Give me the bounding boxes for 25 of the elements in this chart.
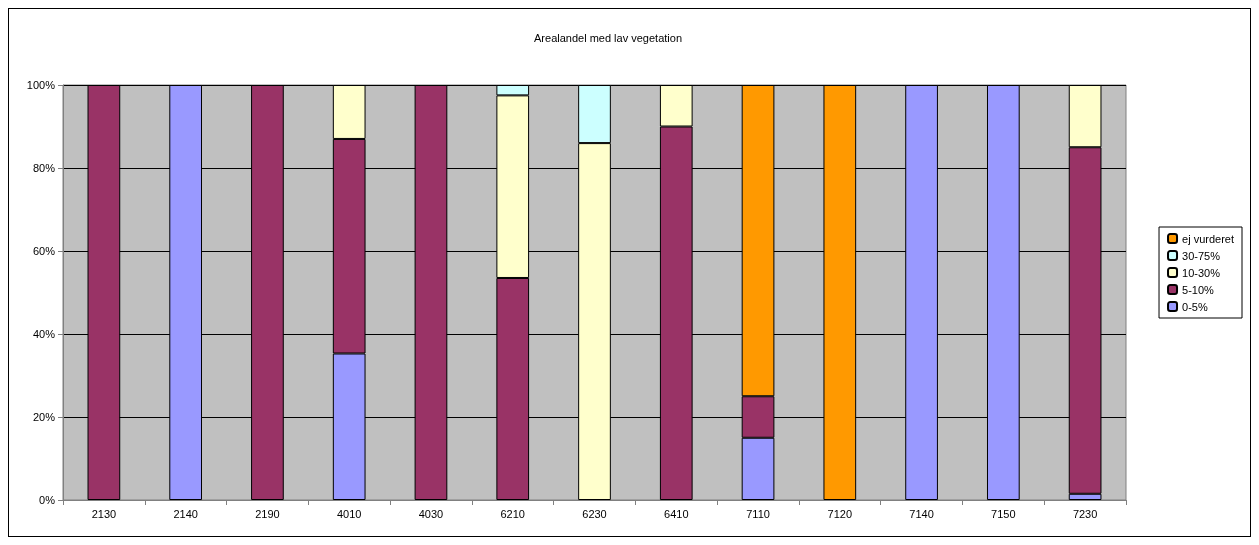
y-tick-label: 20% <box>32 411 56 423</box>
legend-label: 30-75% <box>1182 249 1221 262</box>
x-tick-label: 7150 <box>991 507 1016 520</box>
x-tick-label: 4030 <box>418 507 444 520</box>
x-tick-label: 2190 <box>255 507 280 520</box>
y-tick-label: 40% <box>32 328 56 340</box>
legend-label: 10-30% <box>1182 266 1221 279</box>
y-tick-label: 0% <box>39 494 56 506</box>
x-tick-label: 6410 <box>664 507 689 520</box>
x-tick-label: 7110 <box>746 507 770 520</box>
x-tick-label: 4010 <box>336 507 362 520</box>
y-tick-label: 100% <box>26 79 56 91</box>
y-tick-label: 80% <box>32 162 56 174</box>
y-tick-label: 60% <box>32 245 56 257</box>
x-tick-label: 7230 <box>1072 507 1098 520</box>
x-tick-label: 7140 <box>909 507 934 520</box>
x-tick-label: 6210 <box>500 507 525 520</box>
x-tick-label: 7120 <box>827 507 853 520</box>
x-tick-label: 6230 <box>582 507 607 520</box>
x-tick-label: 2130 <box>91 507 117 520</box>
legend-label: ej vurderet <box>1182 232 1235 245</box>
legend-label: 5-10% <box>1182 283 1215 296</box>
legend-label: 0-5% <box>1182 300 1208 313</box>
chart-title: Arealandel med lav vegetation <box>534 31 682 44</box>
x-tick-label: 2140 <box>173 507 198 520</box>
